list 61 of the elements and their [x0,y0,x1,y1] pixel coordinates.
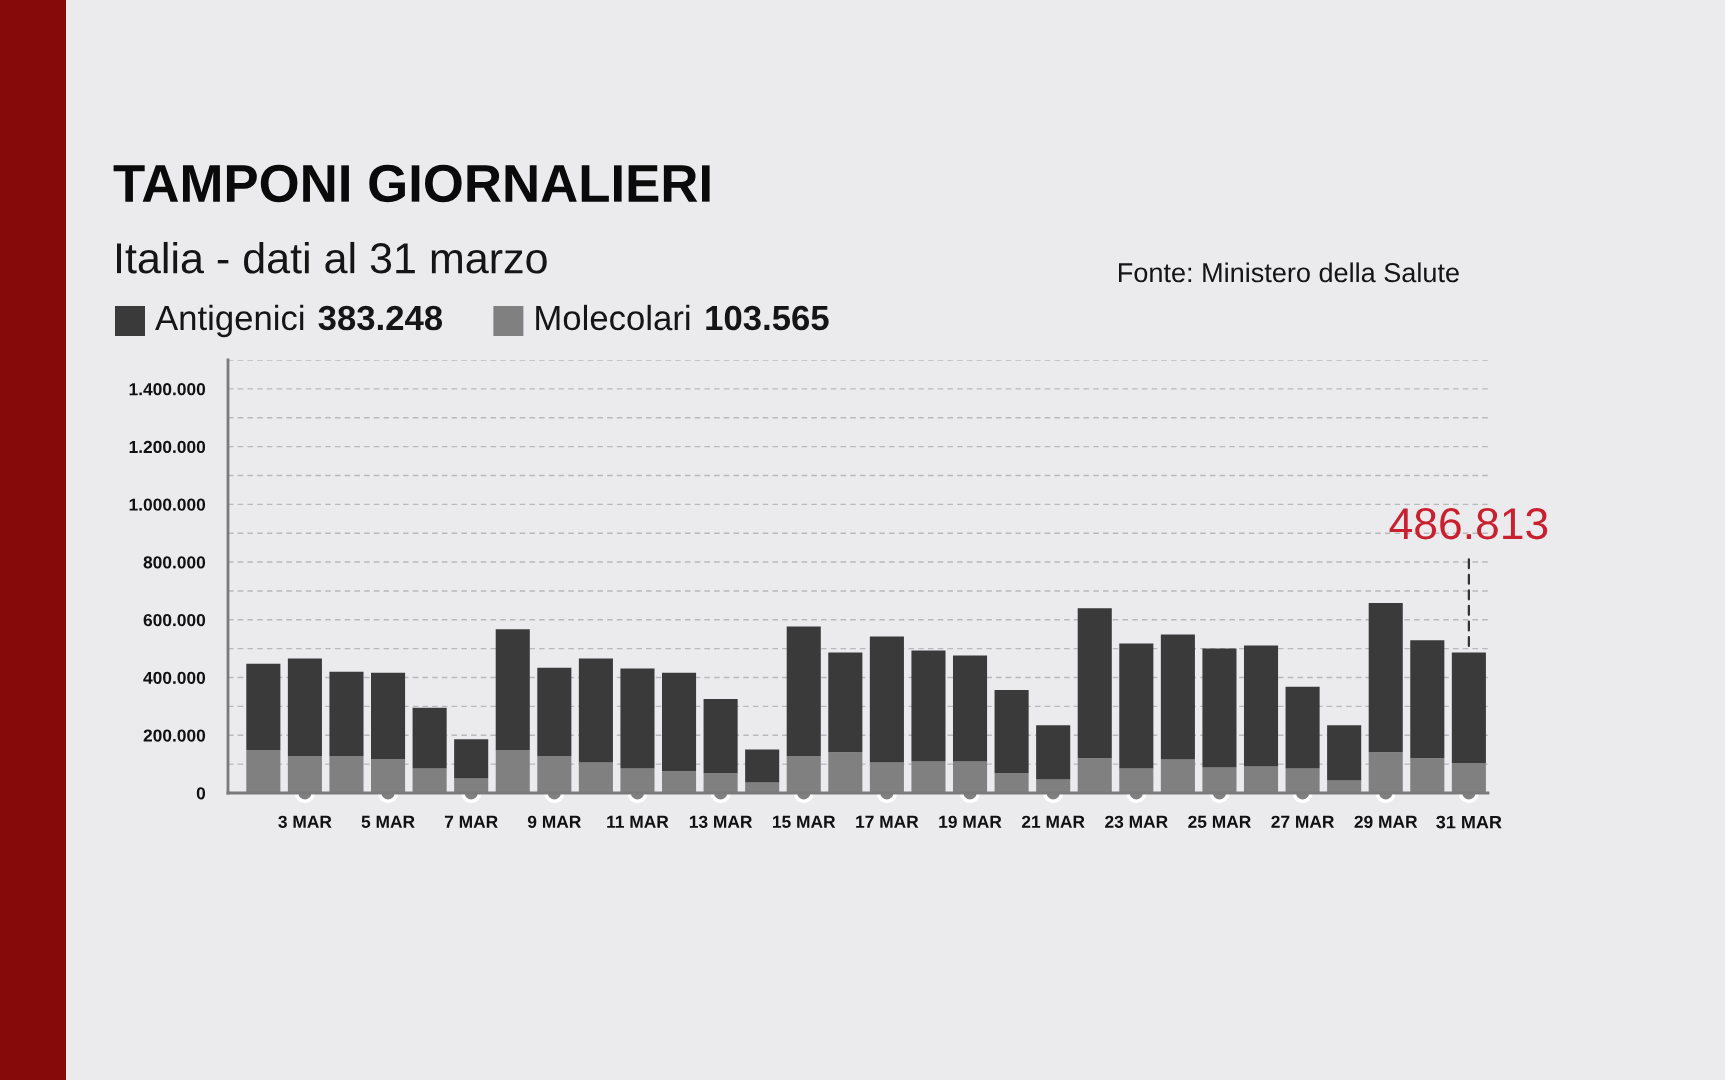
bar [1119,643,1154,769]
x-tick-label: 13 MAR [689,815,753,828]
legend-label: Antigenici [155,304,304,338]
bar [1285,686,1320,769]
bar [1327,725,1362,781]
x-tick-label: 19 MAR [939,815,1002,828]
bar [412,707,447,769]
x-tick-label: 29 MAR [1354,815,1418,828]
x-tick-label: 7 MAR [444,815,498,828]
bar [329,671,364,757]
bar [828,652,863,753]
bar [1077,608,1112,759]
bar [745,749,780,783]
x-tick-label: 11 MAR [607,815,669,828]
x-tick-label: 9 MAR [527,815,581,828]
x-tick-label: 3 MAR [278,815,332,828]
text: 103.565 [706,305,829,331]
bar [1451,652,1486,764]
bar [287,658,322,757]
x-tick-label: 27 MAR [1271,815,1335,828]
y-tick-label: 1.200.000 [129,440,206,454]
bar [869,636,904,763]
bar [1160,634,1195,760]
chart-subtitle: Italia - dati al 31 marzo [116,241,547,274]
bar [1202,648,1237,768]
bar [994,689,1029,774]
bar [1410,640,1445,759]
bar [578,658,613,763]
y-tick-label: 1.400.000 [129,383,206,396]
bar [454,739,489,779]
y-tick-label: 800.000 [143,556,206,569]
y-tick-label: 200.000 [143,729,206,742]
bar [1036,725,1071,780]
bar [246,663,281,750]
bar [662,672,697,772]
bar [1368,603,1403,753]
bar [952,655,988,762]
y-tick-label: 400.000 [143,671,206,684]
x-tick-label: 31 MAR [1436,815,1502,829]
bar [786,626,821,757]
bar [537,667,572,757]
bar [911,650,946,762]
y-tick-label: 0 [196,787,206,800]
bar [371,672,406,759]
legend-label: Molecolari [536,304,690,331]
x-tick-label: 15 MAR [773,815,836,828]
x-tick-label: 5 MAR [361,815,415,828]
x-tick-label: 23 MAR [1105,815,1168,828]
source-note: Fonte: Ministero della Salute [1119,262,1459,283]
chart-title: TAMPONI GIORNALIERI [113,164,710,203]
text: 383.248 [318,305,443,331]
annotation: 486.813 [1389,507,1548,540]
bar [620,668,655,769]
y-tick-label: 1.000.000 [129,498,206,511]
x-tick-label: 25 MAR [1188,815,1251,828]
x-tick-label: 17 MAR [856,815,919,828]
bar [495,629,530,750]
bar [703,698,738,774]
x-tick-label: 21 MAR [1021,815,1085,828]
bar [1243,645,1279,767]
y-tick-label: 600.000 [143,613,206,627]
